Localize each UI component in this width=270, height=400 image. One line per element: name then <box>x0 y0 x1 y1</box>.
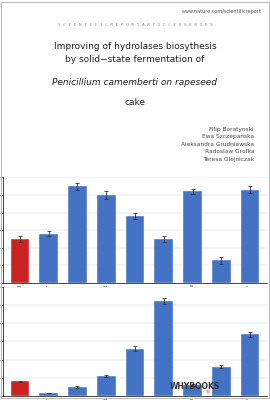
Bar <box>11 239 29 283</box>
Bar <box>11 382 29 396</box>
Bar <box>154 301 173 396</box>
Bar <box>212 367 231 396</box>
Bar <box>97 376 116 396</box>
Text: Penicillium camemberti on rapeseed: Penicillium camemberti on rapeseed <box>52 78 218 87</box>
Bar <box>241 190 259 283</box>
Text: WHYBOOKS: WHYBOOKS <box>169 382 220 391</box>
Bar <box>241 334 259 396</box>
Bar <box>68 186 87 283</box>
Text: www.nature.com/scientificreport: www.nature.com/scientificreport <box>182 8 262 14</box>
Text: Improving of hydrolases biosythesis
by solid−state fermentation of: Improving of hydrolases biosythesis by s… <box>54 42 216 64</box>
Text: S C I E N T I F I C R E P O R T A R T I C L E S S E R I E S: S C I E N T I F I C R E P O R T A R T I … <box>58 23 212 27</box>
Bar <box>39 393 58 396</box>
Bar <box>154 239 173 283</box>
Text: ®: ® <box>204 390 209 395</box>
Bar <box>39 234 58 283</box>
Bar <box>212 260 231 283</box>
Bar <box>126 349 144 396</box>
Bar <box>68 387 87 396</box>
Bar <box>183 385 202 396</box>
Bar <box>97 195 116 283</box>
Bar <box>126 216 144 283</box>
Text: Filip Boratynski
Ewa Szczepanska
Aleksandra Grudniewska
Radoslaw Grofka
Teresa O: Filip Boratynski Ewa Szczepanska Aleksan… <box>181 127 254 162</box>
Bar <box>183 192 202 283</box>
Text: cake: cake <box>124 98 146 107</box>
